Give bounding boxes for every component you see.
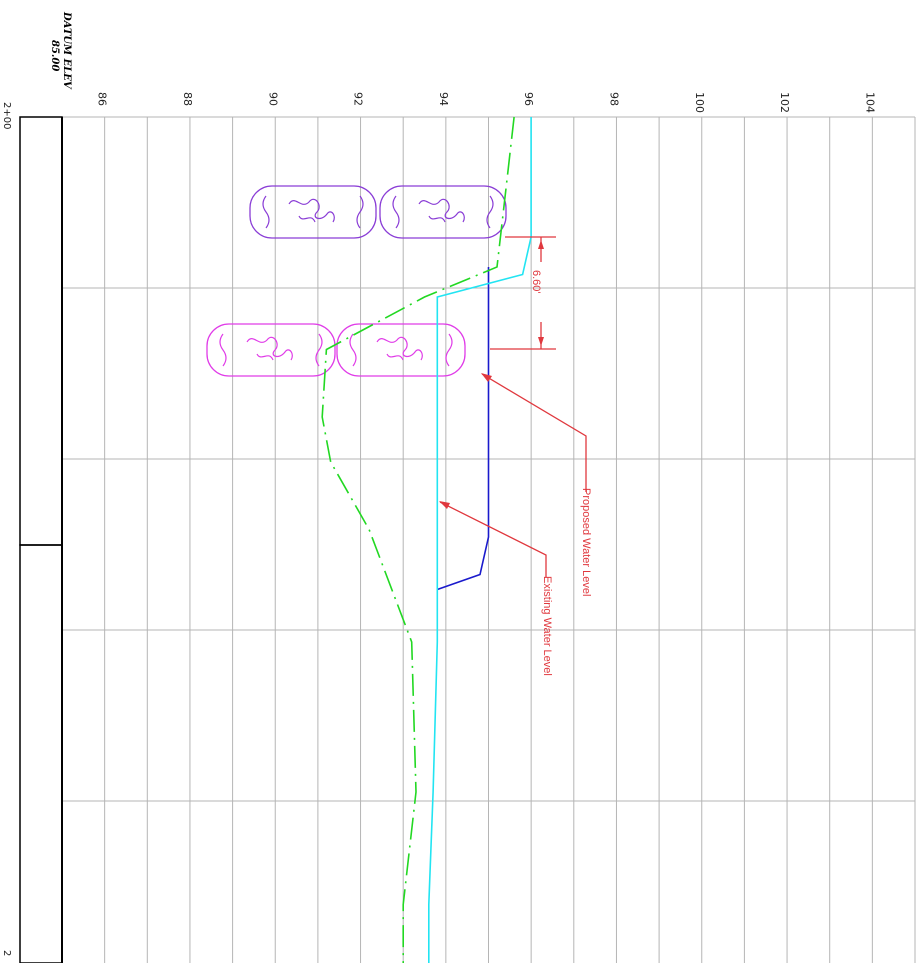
series-layer [321, 116, 532, 963]
tick-label: 88 [181, 92, 194, 106]
dimension-arrow-top [538, 240, 544, 249]
cloud-border [336, 323, 466, 377]
revision-cloud-1 [249, 185, 377, 239]
series-line-1 [437, 267, 490, 591]
cloud-squiggle [445, 333, 453, 367]
cloud-border [249, 185, 377, 239]
cloud-squiggle [315, 333, 323, 367]
title-block: DATUM ELEV 85.00 2+00 2 [1, 11, 72, 963]
cloud-squiggle [262, 195, 270, 229]
tick-label: 90 [266, 92, 279, 106]
existing-water-level-label: Existing Water Level [541, 576, 553, 676]
dimension-label: 6.60' [530, 270, 542, 294]
station-label-end: 2 [1, 950, 12, 956]
existing-leader-line [439, 501, 547, 577]
tick-labels: 86 88 90 92 94 96 98 100 102 104 [96, 92, 877, 113]
tick-label: 104 [863, 92, 876, 113]
series-line-3 [321, 116, 515, 963]
cloud-squiggle [418, 198, 465, 223]
proposed-leader-line [481, 373, 587, 492]
cloud-border [379, 185, 507, 239]
station-box-upper [19, 116, 63, 546]
tick-label: 100 [693, 92, 706, 113]
cloud-squiggle [376, 336, 423, 361]
tick-label: 96 [522, 92, 535, 106]
cloud-squiggle [392, 195, 400, 229]
cloud-squiggle [486, 195, 494, 229]
cloud-squiggle [356, 195, 364, 229]
grid-layer [62, 116, 916, 963]
tick-label: 94 [437, 92, 450, 106]
station-label-start: 2+00 [1, 102, 12, 129]
dimension-arrow-bottom [538, 337, 544, 346]
tick-label: 98 [607, 92, 620, 106]
cloud-squiggle [288, 198, 335, 223]
revision-cloud-4 [336, 323, 466, 377]
annotations-layer: 6.60' Proposed Water Level Existing Wate… [439, 236, 592, 676]
revision-cloud-3 [206, 323, 336, 377]
series-line-2 [427, 117, 532, 963]
proposed-leader-arrow [481, 373, 492, 382]
cloud-squiggle [246, 336, 293, 361]
cloud-squiggle [219, 333, 227, 367]
station-box-lower [19, 544, 63, 963]
datum-elev-label: DATUM ELEV [61, 11, 72, 90]
tick-label: 86 [96, 92, 109, 106]
tick-label: 102 [778, 92, 791, 113]
revision-clouds [206, 185, 507, 377]
cloud-border [206, 323, 336, 377]
existing-leader-arrow [439, 501, 450, 509]
datum-elev-value: 85.00 [49, 40, 60, 71]
cloud-squiggle [349, 333, 357, 367]
tick-label: 92 [352, 92, 365, 106]
revision-cloud-2 [379, 185, 507, 239]
proposed-water-level-label: Proposed Water Level [580, 488, 592, 596]
